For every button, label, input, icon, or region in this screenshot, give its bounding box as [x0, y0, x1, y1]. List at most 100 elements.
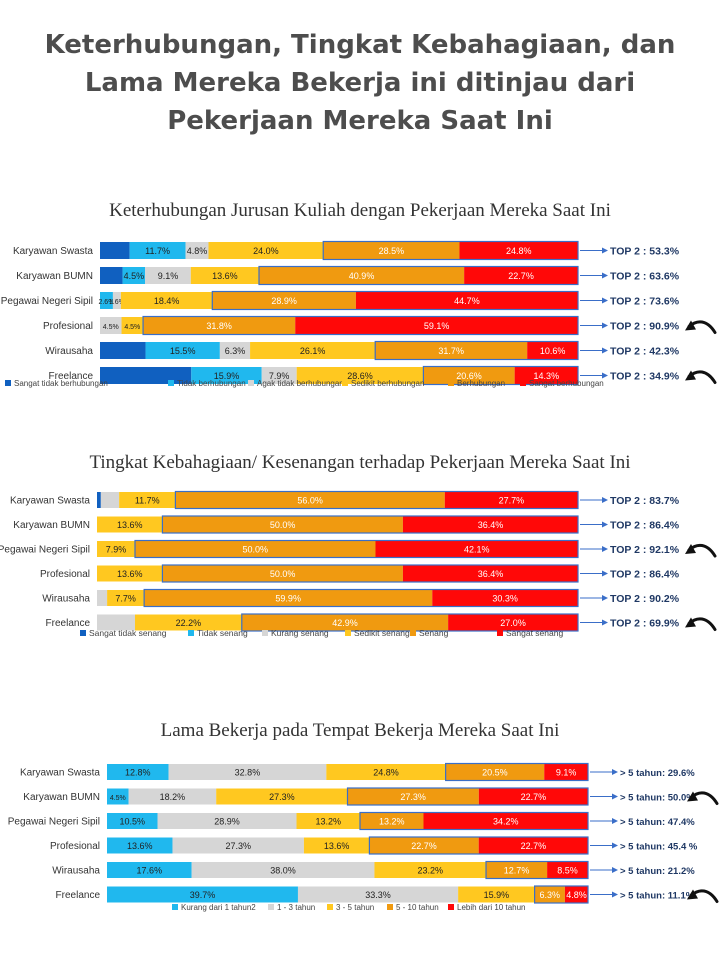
category-label-wirausaha: Wirausaha	[42, 594, 90, 605]
bar-segment-wirausaha-sedikit-senang	[107, 590, 145, 606]
bar-segment-karyawan-swasta-sangat-berhubungan	[459, 242, 578, 259]
legend-label-lebih-dari-10-tahun: Lebih dari 10 tahun	[457, 903, 526, 912]
annotation-karyawan-swasta: TOP 2 : 53.3%	[610, 246, 680, 258]
highlight-arrow-head	[687, 791, 698, 802]
data-label-karyawan-bumn-lebih-dari-10-tahun: 22.7%	[521, 792, 547, 802]
data-label-profesional-berhubungan: 31.8%	[206, 321, 232, 331]
data-label-wirausaha-5-10-tahun: 12.7%	[504, 865, 530, 875]
annotation-pegawai-negeri-sipil: > 5 tahun: 47.4%	[620, 817, 695, 828]
bar-segment-pegawai-negeri-sipil-senang	[134, 541, 376, 557]
data-label-wirausaha-berhubungan: 31.7%	[438, 346, 464, 356]
category-label-wirausaha: Wirausaha	[45, 346, 93, 357]
bar-segment-freelance-agak-tidak-berhubungan	[261, 367, 297, 384]
legend-label-berhubungan: Berhubungan	[457, 379, 505, 388]
legend-label-sangat-tidak-berhubungan: Sangat tidak berhubungan	[14, 379, 108, 388]
data-label-pegawai-negeri-sipil-1-3-tahun: 28.9%	[214, 816, 240, 826]
legend-label-5-10-tahun: 5 - 10 tahun	[396, 903, 439, 912]
annotation-profesional: TOP 2 : 86.4%	[610, 569, 680, 581]
data-label-profesional-agak-tidak-berhubungan: 4.5%	[103, 324, 119, 331]
data-label-profesional-3-5-tahun: 13.6%	[324, 841, 350, 851]
bar-segment-freelance-kurang-senang	[97, 614, 135, 631]
data-label-pegawai-negeri-sipil-sangat-senang: 42.1%	[464, 544, 490, 554]
data-label-freelance-berhubungan: 20.6%	[456, 371, 482, 381]
category-label-karyawan-swasta: Karyawan Swasta	[20, 768, 100, 779]
data-label-pegawai-negeri-sipil-tidak-berhubungan: 2.6%	[98, 299, 114, 306]
bar-segment-karyawan-swasta-sangat-tidak-senang	[97, 492, 101, 508]
bar-segment-freelance-berhubungan	[423, 367, 515, 384]
legend-swatch-sangat-senang	[497, 630, 503, 636]
data-label-wirausaha-1-3-tahun: 38.0%	[270, 865, 296, 875]
data-label-freelance-kurang-dari-1-tahun2: 39.7%	[190, 890, 216, 900]
data-label-freelance-sedikit-berhubungan: 28.6%	[347, 371, 373, 381]
bar-segment-wirausaha-senang	[144, 590, 433, 606]
annotation-arrow-head	[602, 521, 608, 528]
annotation-arrow-head	[602, 497, 608, 503]
annotation-arrow-head	[602, 372, 608, 379]
bar-segment-karyawan-swasta-1-3-tahun	[168, 764, 327, 780]
legend-swatch-lebih-dari-10-tahun	[448, 904, 454, 910]
bar-segment-pegawai-negeri-sipil-1-3-tahun	[157, 813, 297, 829]
annotation-karyawan-bumn: TOP 2 : 63.6%	[610, 271, 680, 283]
category-label-freelance: Freelance	[46, 618, 91, 629]
highlight-arrow-head	[685, 544, 696, 554]
category-label-pegawai-negeri-sipil: Pegawai Negeri Sipil	[1, 296, 93, 307]
bar-segment-freelance-senang	[241, 614, 449, 631]
data-label-karyawan-bumn-sangat-senang: 36.4%	[478, 520, 504, 530]
top-box-karyawan-bumn	[258, 265, 579, 286]
highlight-arrow-head	[687, 889, 698, 900]
legend-label-senang: Senang	[419, 628, 449, 638]
bar-segment-wirausaha-agak-tidak-berhubungan	[219, 342, 251, 359]
top-box-karyawan-swasta	[445, 762, 589, 782]
data-label-karyawan-bumn-kurang-dari-1-tahun2: 4.5%	[110, 795, 126, 802]
bar-segment-profesional-sangat-senang	[402, 565, 578, 582]
bar-segment-karyawan-swasta-kurang-senang	[100, 492, 120, 508]
data-label-wirausaha-agak-tidak-berhubungan: 6.3%	[225, 346, 246, 356]
bar-segment-pegawai-negeri-sipil-sangat-senang	[375, 541, 578, 557]
highlight-arrow-head	[685, 370, 696, 381]
category-label-freelance: Freelance	[56, 890, 101, 901]
bar-segment-karyawan-bumn-kurang-dari-1-tahun2	[107, 788, 129, 805]
data-label-wirausaha-sangat-berhubungan: 10.6%	[540, 346, 566, 356]
bar-segment-pegawai-negeri-sipil-sangat-berhubungan	[355, 292, 578, 309]
legend-swatch-kurang-dari-1-tahun2	[172, 904, 178, 910]
bar-segment-karyawan-bumn-sangat-tidak-berhubungan	[100, 267, 123, 284]
annotation-arrow-head	[612, 867, 618, 873]
annotation-arrow-head	[602, 595, 608, 601]
data-label-pegawai-negeri-sipil-agak-tidak-berhubungan: 1.6%	[109, 299, 125, 306]
bar-segment-karyawan-swasta-berhubungan	[323, 242, 460, 259]
data-label-karyawan-bumn-3-5-tahun: 27.3%	[269, 792, 295, 802]
bar-segment-profesional-5-10-tahun	[369, 837, 479, 854]
bar-segment-karyawan-bumn-5-10-tahun	[347, 788, 479, 805]
legend-label-kurang-senang: Kurang senang	[271, 628, 329, 638]
legend-swatch-senang	[410, 630, 416, 636]
chart-keterhubungan: Karyawan Swasta 11.7% 4.8% 24.0% 28.5% 24.8% T…	[1, 240, 717, 388]
data-label-pegawai-negeri-sipil-berhubungan: 28.9%	[271, 296, 297, 306]
data-label-profesional-lebih-dari-10-tahun: 22.7%	[521, 841, 547, 851]
legend-swatch-1-3-tahun	[268, 904, 274, 910]
data-label-pegawai-negeri-sipil-3-5-tahun: 13.2%	[315, 816, 341, 826]
bar-segment-freelance-5-10-tahun	[534, 886, 565, 903]
data-label-karyawan-swasta-3-5-tahun: 24.8%	[373, 767, 399, 777]
category-label-karyawan-swasta: Karyawan Swasta	[13, 246, 93, 257]
bar-segment-karyawan-swasta-sedikit-berhubungan	[208, 242, 324, 259]
bar-segment-karyawan-bumn-agak-tidak-berhubungan	[145, 267, 191, 284]
bar-segment-karyawan-swasta-sangat-tidak-berhubungan	[100, 242, 130, 259]
bar-segment-pegawai-negeri-sipil-3-5-tahun	[296, 813, 361, 829]
top-box-wirausaha	[485, 860, 589, 880]
annotation-arrow-head	[602, 297, 608, 304]
bar-segment-profesional-berhubungan	[143, 317, 296, 334]
bar-segment-karyawan-bumn-sedikit-senang	[97, 516, 163, 533]
bar-segment-freelance-sangat-tidak-berhubungan	[100, 367, 192, 384]
highlight-arrow-head	[685, 617, 696, 628]
legend-swatch-berhubungan	[448, 380, 454, 386]
legend-label-sangat-berhubungan: Sangat berhubungan	[529, 379, 604, 388]
annotation-arrow-head	[612, 842, 618, 849]
data-label-freelance-1-3-tahun: 33.3%	[365, 890, 391, 900]
bar-segment-karyawan-bumn-sangat-senang	[402, 516, 578, 533]
bar-segment-karyawan-swasta-senang	[175, 492, 445, 508]
data-label-wirausaha-senang: 59.9%	[275, 593, 301, 603]
legend-label-agak-tidak-berhubungan: Agak tidak berhubungan	[257, 379, 344, 388]
data-label-pegawai-negeri-sipil-5-10-tahun: 13.2%	[379, 816, 405, 826]
annotation-arrow-head	[612, 793, 618, 800]
bar-segment-karyawan-bumn-lebih-dari-10-tahun	[478, 788, 588, 805]
